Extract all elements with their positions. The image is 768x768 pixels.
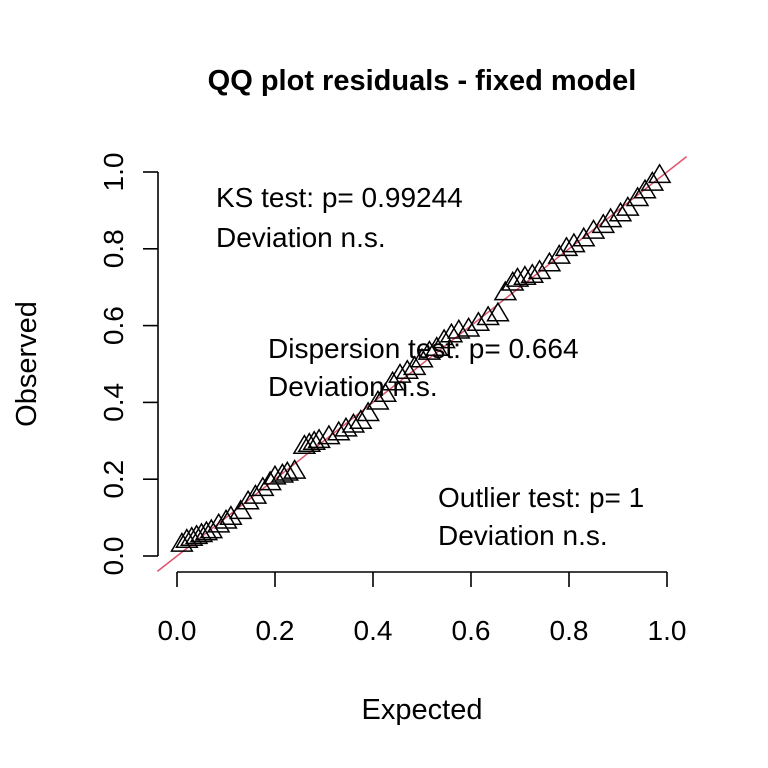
- data-point: [625, 186, 650, 207]
- data-point: [424, 336, 449, 356]
- x-tick-label: 0.6: [452, 615, 491, 646]
- data-point: [446, 318, 471, 339]
- data-point: [456, 316, 481, 337]
- data-point: [214, 508, 238, 529]
- ks-test-text: KS test: p= 0.99244: [216, 182, 463, 213]
- chart-title: QQ plot residuals - fixed model: [208, 65, 637, 97]
- data-point: [282, 459, 307, 479]
- y-tick-label: 1.0: [98, 153, 129, 192]
- data-point: [476, 305, 500, 326]
- data-point: [432, 328, 456, 349]
- data-point: [439, 322, 464, 343]
- data-point: [179, 526, 204, 547]
- data-point: [380, 370, 405, 391]
- data-point: [250, 476, 275, 497]
- data-point: [348, 409, 373, 429]
- data-point: [505, 267, 530, 287]
- y-tick-label: 0.0: [98, 537, 129, 576]
- data-point: [547, 244, 572, 264]
- data-point: [373, 382, 398, 403]
- ks-annotation: KS test: p= 0.99244 Deviation n.s.: [216, 182, 463, 253]
- dispersion-annotation: Dispersion test: p= 0.664 Deviation n.s.: [268, 333, 579, 402]
- data-point: [366, 389, 390, 410]
- outlier-deviation-text: Deviation n.s.: [438, 520, 608, 551]
- outlier-annotation: Outlier test: p= 1 Deviation n.s.: [438, 482, 644, 551]
- data-point: [562, 232, 586, 253]
- data-point: [292, 434, 317, 454]
- outlier-test-text: Outlier test: p= 1: [438, 482, 644, 513]
- y-tick-label: 0.6: [98, 306, 129, 345]
- data-point: [537, 251, 562, 272]
- data-point: [243, 484, 268, 504]
- data-point: [194, 520, 219, 541]
- data-point: [356, 401, 380, 422]
- y-tick-label: 0.2: [98, 460, 129, 499]
- data-point: [184, 524, 209, 545]
- data-point: [341, 412, 366, 433]
- data-point: [554, 236, 579, 257]
- data-point: [189, 522, 214, 543]
- data-point: [228, 499, 253, 520]
- data-point: [581, 219, 606, 239]
- x-tick-label: 0.4: [354, 615, 393, 646]
- data-point: [236, 489, 260, 510]
- y-tick-label: 0.4: [98, 383, 129, 422]
- x-tick-label: 1.0: [648, 615, 687, 646]
- data-point: [608, 201, 633, 222]
- data-point: [170, 532, 194, 552]
- data-point: [633, 178, 657, 199]
- dispersion-test-text: Dispersion test: p= 0.664: [268, 333, 579, 364]
- data-point: [395, 359, 420, 380]
- data-point: [199, 518, 224, 539]
- y-axis-label: Observed: [11, 301, 43, 427]
- data-points: [170, 163, 672, 552]
- data-point: [598, 207, 623, 228]
- y-tick-label: 0.8: [98, 229, 129, 268]
- data-point: [500, 270, 525, 291]
- data-point: [410, 347, 434, 368]
- data-point: [647, 163, 672, 184]
- data-point: [206, 512, 231, 533]
- data-point: [466, 311, 491, 332]
- data-point: [615, 196, 640, 216]
- data-point: [275, 460, 300, 481]
- data-point: [520, 263, 545, 284]
- x-tick-label: 0.8: [550, 615, 589, 646]
- data-point: [591, 213, 616, 234]
- dispersion-deviation-text: Deviation n.s.: [268, 371, 438, 402]
- axes: [143, 171, 668, 587]
- x-tick-label: 0.0: [158, 615, 197, 646]
- data-point: [640, 171, 665, 191]
- data-point: [493, 280, 518, 301]
- data-point: [402, 355, 427, 376]
- tick-labels: 0.0 0.2 0.4 0.6 0.8 1.0 0.0 0.2 0.4 0.6 0.8 1.0: [98, 153, 686, 646]
- data-point: [297, 432, 322, 452]
- data-point: [175, 528, 199, 548]
- ks-deviation-text: Deviation n.s.: [216, 222, 386, 253]
- data-point: [486, 301, 510, 322]
- data-point: [417, 340, 442, 360]
- data-point: [307, 428, 331, 449]
- data-point: [258, 470, 282, 491]
- data-point: [219, 505, 243, 525]
- data-point: [527, 259, 552, 280]
- x-axis-label: Expected: [362, 694, 483, 726]
- data-point: [571, 226, 596, 247]
- x-tick-label: 0.2: [256, 615, 295, 646]
- data-point: [317, 424, 341, 445]
